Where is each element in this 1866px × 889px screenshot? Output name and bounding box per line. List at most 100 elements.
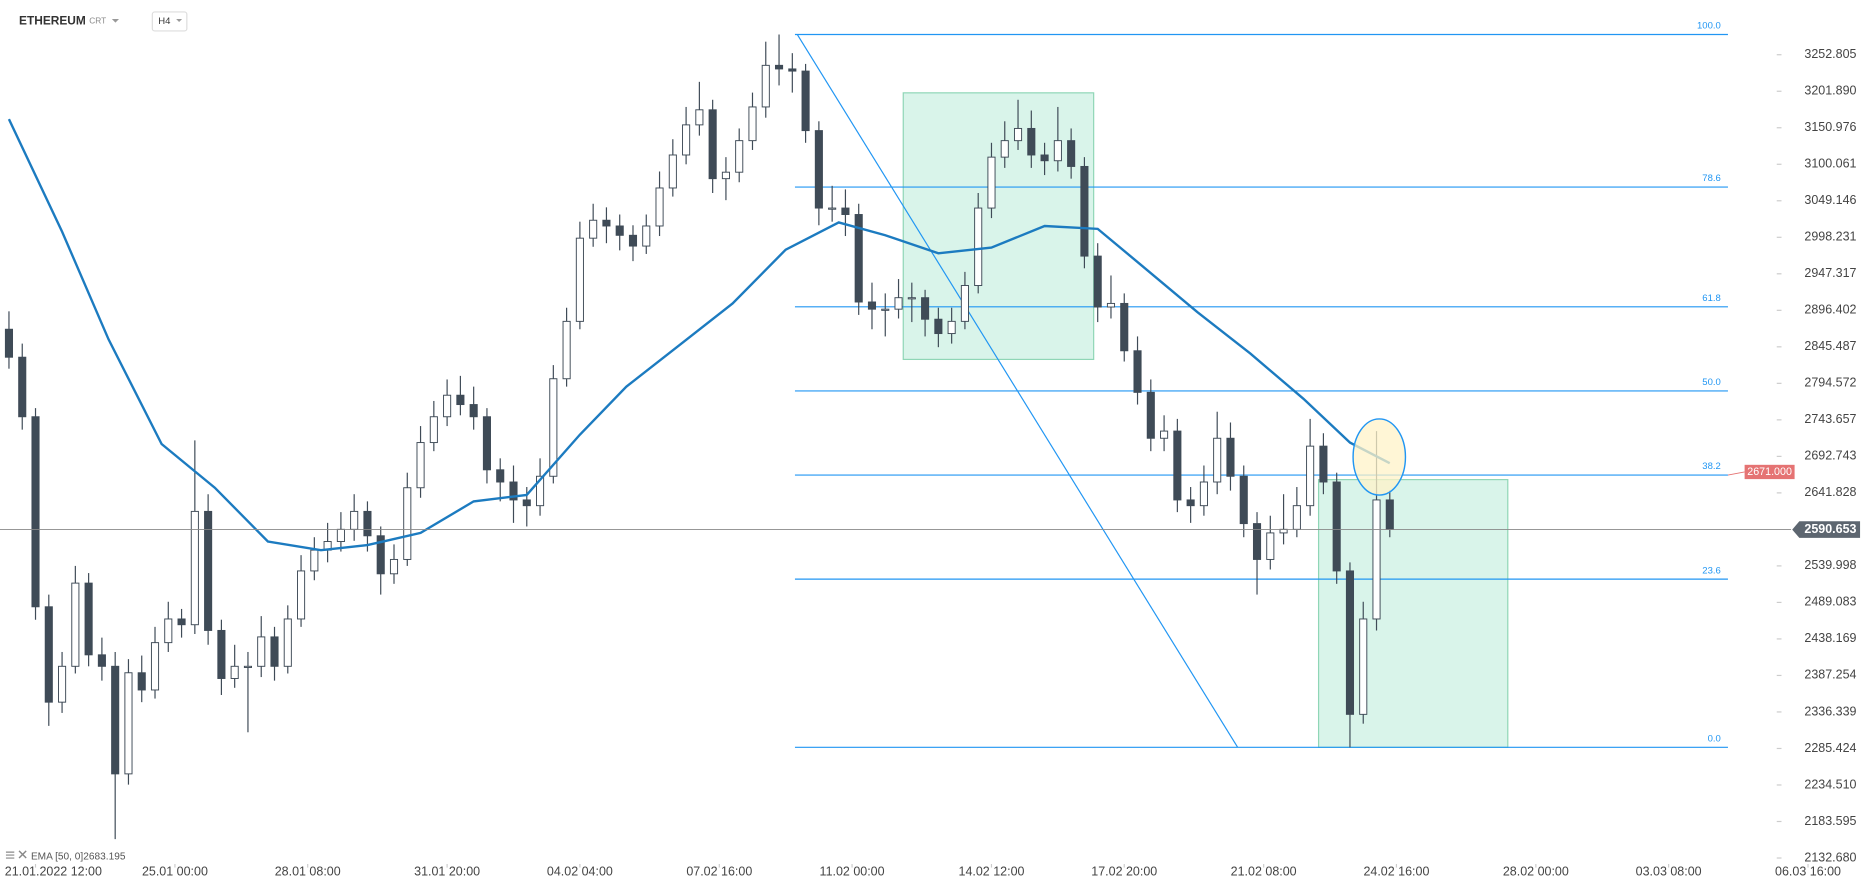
candle-body bbox=[363, 510, 372, 537]
candle-body bbox=[31, 416, 40, 608]
candle-body bbox=[695, 109, 704, 126]
candle-body bbox=[1173, 430, 1182, 501]
candle-body bbox=[1186, 499, 1195, 507]
alert-label: 2671.000 bbox=[1747, 466, 1792, 478]
candle-body bbox=[71, 582, 80, 667]
candle-body bbox=[443, 394, 452, 418]
y-tick-label: 2438.169 bbox=[1804, 631, 1856, 645]
symbol[interactable]: ETHEREUM bbox=[19, 14, 86, 28]
candle-body bbox=[243, 665, 252, 668]
candle-body bbox=[257, 636, 266, 667]
candle-body bbox=[403, 487, 412, 560]
candle-body bbox=[854, 214, 863, 303]
y-tick-label: 3100.061 bbox=[1804, 157, 1856, 171]
candle-body bbox=[350, 510, 359, 530]
x-tick-label: 14.02 12:00 bbox=[959, 865, 1025, 879]
candle-body bbox=[788, 68, 797, 72]
candle-body bbox=[536, 475, 545, 507]
candle-body bbox=[177, 618, 186, 626]
interval-box[interactable] bbox=[151, 11, 188, 32]
candle-body bbox=[270, 636, 279, 667]
candle-body bbox=[748, 106, 757, 142]
y-tick-label: 2489.083 bbox=[1804, 595, 1856, 609]
ema-value: 2683.195 bbox=[83, 852, 126, 863]
x-tick-label: 24.02 16:00 bbox=[1363, 865, 1429, 879]
highlight-circle[interactable] bbox=[1352, 418, 1407, 496]
candle-body bbox=[429, 416, 438, 444]
candle-body bbox=[389, 558, 399, 575]
y-tick-label: 2183.595 bbox=[1804, 814, 1856, 828]
y-tick-label: 2539.998 bbox=[1804, 558, 1856, 572]
candle-body bbox=[1027, 127, 1036, 156]
candle-body bbox=[44, 606, 53, 703]
candle-body bbox=[522, 499, 531, 507]
fib-label: 23.6 bbox=[1702, 565, 1721, 576]
y-tick-label: 3252.805 bbox=[1804, 47, 1856, 61]
candle-body bbox=[124, 672, 133, 775]
candle-body bbox=[894, 297, 903, 310]
last-price-tag bbox=[1792, 521, 1861, 538]
candle-body bbox=[774, 64, 784, 70]
x-tick-label: 04.02 04:00 bbox=[547, 865, 613, 879]
settings-icon[interactable] bbox=[5, 851, 15, 859]
fib-label: 38.2 bbox=[1702, 461, 1721, 472]
candle-body bbox=[84, 582, 93, 656]
candle-body bbox=[867, 301, 877, 310]
candle-body bbox=[1053, 140, 1062, 162]
candle-body bbox=[642, 225, 651, 247]
candle-body bbox=[164, 618, 173, 644]
candle-body bbox=[310, 549, 319, 572]
y-tick-label: 2896.402 bbox=[1804, 303, 1856, 317]
candle-body bbox=[987, 156, 996, 209]
dropdown-icon[interactable] bbox=[176, 19, 183, 23]
candle-body bbox=[4, 328, 14, 358]
fibonacci[interactable]: 100.0 78.6 61.8 50.0 38.2 23.6 0.0 bbox=[794, 21, 1728, 748]
candle-body bbox=[1133, 350, 1142, 393]
candle-body bbox=[469, 404, 478, 418]
y-tick-label: 2285.424 bbox=[1804, 741, 1856, 755]
candle-body bbox=[1199, 481, 1208, 507]
y-tick-label: 2692.743 bbox=[1804, 449, 1856, 463]
candle-body bbox=[1093, 255, 1102, 308]
dropdown-icon[interactable] bbox=[111, 19, 120, 23]
candle-body bbox=[921, 297, 930, 320]
candle-body bbox=[1013, 127, 1023, 142]
candle-body bbox=[721, 171, 730, 180]
candle-body bbox=[549, 378, 558, 477]
fib-label: 78.6 bbox=[1702, 173, 1721, 184]
axes: 3252.805 3201.890 3150.976 3100.061 3049.146… bbox=[0, 47, 1861, 879]
x-tick-label: 06.03 16:00 bbox=[1775, 865, 1841, 879]
y-tick-label: 2132.680 bbox=[1804, 850, 1856, 864]
ema-legend: EMA [50, 0] bbox=[31, 852, 83, 863]
candle-body bbox=[97, 654, 106, 667]
candle-body bbox=[416, 442, 425, 489]
candle-body bbox=[602, 219, 611, 227]
y-tick-label: 2234.510 bbox=[1804, 777, 1856, 791]
candle-body bbox=[1319, 445, 1328, 483]
x-tick-label: 31.01 20:00 bbox=[414, 865, 480, 879]
close-icon[interactable] bbox=[18, 850, 27, 859]
candle-body bbox=[1332, 481, 1341, 572]
candles bbox=[4, 34, 1394, 840]
account[interactable]: CRT bbox=[89, 16, 106, 26]
candle-body bbox=[1345, 570, 1355, 715]
candle-body bbox=[1266, 532, 1275, 560]
y-tick-label: 2336.339 bbox=[1804, 704, 1856, 718]
ema bbox=[7, 118, 1391, 552]
candle-body bbox=[615, 225, 624, 236]
candle-body bbox=[297, 570, 306, 620]
candle-body bbox=[1226, 437, 1235, 477]
candle-body bbox=[58, 665, 67, 703]
candle-body bbox=[575, 237, 584, 322]
x-tick-label: 21.01.2022 12:00 bbox=[5, 865, 102, 879]
candle-body bbox=[589, 219, 598, 239]
fib-label: 100.0 bbox=[1697, 21, 1721, 32]
candle-body bbox=[283, 618, 292, 667]
candle-body bbox=[1252, 523, 1262, 560]
candle-body bbox=[1292, 505, 1301, 530]
fib-label: 0.0 bbox=[1708, 734, 1721, 745]
x-tick-label: 07.02 16:00 bbox=[686, 865, 752, 879]
interval[interactable]: H4 bbox=[158, 16, 171, 27]
candle-body bbox=[190, 510, 199, 626]
fib-label: 61.8 bbox=[1702, 293, 1721, 304]
